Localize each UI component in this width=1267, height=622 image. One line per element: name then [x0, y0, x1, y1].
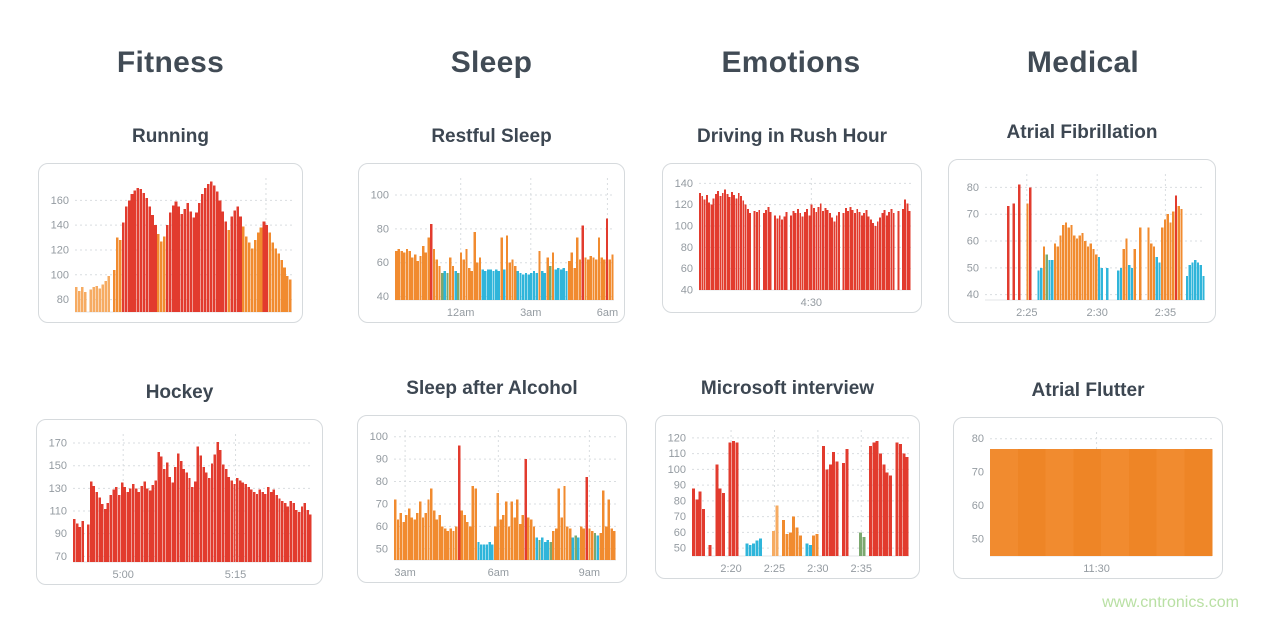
chart-card-running: 80 100 120 140 160: [38, 163, 303, 323]
svg-text:140: 140: [675, 178, 693, 190]
chart-panel-atrial-flutter: Atrial Flutter 50 60 70 80 11:30: [953, 380, 1223, 579]
svg-text:60: 60: [377, 257, 389, 269]
category-header-medical: Medical: [1026, 46, 1140, 79]
chart-card-restful-sleep: 40 60 80 100 12am 3am 6am: [358, 163, 625, 323]
svg-text:11:30: 11:30: [1083, 563, 1110, 575]
svg-text:140: 140: [51, 220, 69, 232]
svg-text:100: 100: [370, 431, 388, 443]
chart-canvas-microsoft: 50 60 70 80 90 100 110 120 2:20 2:25 2:30 2:35: [668, 430, 909, 575]
chart-canvas-alcohol: 50 60 70 80 90 100 3am 6am 9am: [370, 430, 616, 579]
chart-panel-running: Running 80 100 120 140 160: [38, 126, 303, 323]
svg-text:100: 100: [675, 221, 693, 233]
category-header-fitness: Fitness: [116, 46, 225, 79]
svg-text:50: 50: [972, 534, 984, 546]
svg-text:60: 60: [674, 527, 686, 539]
svg-text:70: 70: [674, 511, 686, 523]
svg-text:110: 110: [49, 506, 67, 518]
category-header-sleep: Sleep: [450, 46, 533, 79]
svg-text:90: 90: [55, 528, 67, 540]
svg-text:40: 40: [377, 291, 389, 303]
chart-title-sleep-after-alcohol: Sleep after Alcohol: [406, 378, 578, 399]
chart-panel-microsoft-interview: Microsoft interview 50 60 70 80 90 100 110 120 2…: [655, 378, 920, 579]
svg-text:120: 120: [51, 244, 69, 256]
chart-canvas-running: 80 100 120 140 160: [51, 178, 292, 313]
svg-text:50: 50: [967, 262, 979, 274]
chart-canvas-afib: 40 50 60 70 80 2:25 2:30 2:35: [967, 174, 1205, 319]
svg-text:12am: 12am: [447, 307, 475, 319]
chart-title-restful-sleep: Restful Sleep: [431, 126, 552, 147]
chart-card-hockey: 70 90 110 130 150 170 5:00 5:15: [36, 419, 323, 585]
svg-text:9am: 9am: [579, 567, 600, 579]
svg-text:170: 170: [49, 438, 67, 450]
svg-text:70: 70: [376, 498, 388, 510]
svg-text:60: 60: [972, 500, 984, 512]
svg-text:2:35: 2:35: [1155, 307, 1176, 319]
chart-canvas-hockey: 70 90 110 130 150 170 5:00 5:15: [49, 434, 312, 581]
svg-text:130: 130: [49, 483, 67, 495]
svg-text:5:00: 5:00: [112, 569, 133, 581]
svg-text:3am: 3am: [520, 307, 541, 319]
svg-text:60: 60: [681, 263, 693, 275]
category-header-emotions: Emotions: [721, 46, 861, 79]
chart-panel-sleep-after-alcohol: Sleep after Alcohol 50 60 70 80 90 100 3am 6am 9…: [357, 378, 627, 583]
svg-text:2:25: 2:25: [764, 563, 785, 575]
chart-panel-hockey: Hockey 70 90 110 130 150 170 5:00 5:15: [36, 382, 323, 585]
svg-text:40: 40: [681, 285, 693, 297]
svg-text:100: 100: [51, 269, 69, 281]
svg-text:40: 40: [967, 289, 979, 301]
svg-text:80: 80: [377, 223, 389, 235]
svg-text:60: 60: [967, 236, 979, 248]
chart-card-microsoft-interview: 50 60 70 80 90 100 110 120 2:20 2:25 2:30 2:35: [655, 415, 920, 579]
svg-text:2:30: 2:30: [1086, 307, 1107, 319]
chart-card-driving-rush-hour: 40 60 80 100 120 140 4:30: [662, 163, 922, 313]
svg-text:80: 80: [376, 476, 388, 488]
svg-text:2:35: 2:35: [851, 563, 872, 575]
chart-title-hockey: Hockey: [145, 382, 214, 403]
svg-text:80: 80: [674, 495, 686, 507]
svg-text:6am: 6am: [488, 567, 509, 579]
svg-text:110: 110: [668, 448, 686, 460]
svg-text:70: 70: [55, 551, 67, 563]
svg-text:100: 100: [371, 189, 389, 201]
svg-text:100: 100: [668, 464, 686, 476]
chart-card-atrial-fibrillation: 40 50 60 70 80 2:25 2:30 2:35: [948, 159, 1216, 323]
svg-text:2:30: 2:30: [807, 563, 828, 575]
chart-canvas-driving: 40 60 80 100 120 140 4:30: [675, 178, 911, 309]
svg-text:160: 160: [51, 195, 69, 207]
svg-text:80: 80: [967, 182, 979, 194]
svg-text:120: 120: [675, 199, 693, 211]
svg-text:80: 80: [681, 242, 693, 254]
svg-text:5:15: 5:15: [225, 569, 246, 581]
chart-title-microsoft-interview: Microsoft interview: [700, 378, 875, 399]
svg-text:90: 90: [674, 480, 686, 492]
svg-text:80: 80: [57, 294, 69, 306]
svg-text:150: 150: [49, 460, 67, 472]
chart-title-atrial-flutter: Atrial Flutter: [1031, 380, 1145, 401]
chart-title-driving-rush-hour: Driving in Rush Hour: [697, 126, 887, 147]
svg-text:4:30: 4:30: [801, 297, 822, 309]
svg-text:70: 70: [967, 209, 979, 221]
svg-text:60: 60: [376, 521, 388, 533]
chart-panel-driving-rush-hour: Driving in Rush Hour 40 60 80 100 120 140 4:30: [662, 126, 922, 313]
svg-text:50: 50: [376, 543, 388, 555]
chart-panel-restful-sleep: Restful Sleep 40 60 80 100 12am 3am 6am: [358, 126, 625, 323]
chart-card-sleep-after-alcohol: 50 60 70 80 90 100 3am 6am 9am: [357, 415, 627, 583]
chart-title-running: Running: [131, 126, 210, 147]
svg-text:120: 120: [668, 432, 686, 444]
svg-text:70: 70: [972, 467, 984, 479]
chart-card-atrial-flutter: 50 60 70 80 11:30: [953, 417, 1223, 579]
svg-text:2:25: 2:25: [1016, 307, 1037, 319]
chart-canvas-flutter: 50 60 70 80 11:30: [972, 432, 1213, 575]
svg-text:50: 50: [674, 543, 686, 555]
svg-text:80: 80: [972, 433, 984, 445]
watermark: www.cntronics.com: [1102, 594, 1239, 611]
chart-panel-atrial-fibrillation: Atrial Fibrillation 40 50 60 70 80 2:25 2:30 2:…: [948, 122, 1216, 323]
svg-text:2:20: 2:20: [720, 563, 741, 575]
svg-text:3am: 3am: [394, 567, 415, 579]
svg-text:90: 90: [376, 454, 388, 466]
svg-text:6am: 6am: [597, 307, 618, 319]
chart-canvas-restful: 40 60 80 100 12am 3am 6am: [371, 178, 618, 319]
chart-title-atrial-fibrillation: Atrial Fibrillation: [1006, 122, 1158, 143]
